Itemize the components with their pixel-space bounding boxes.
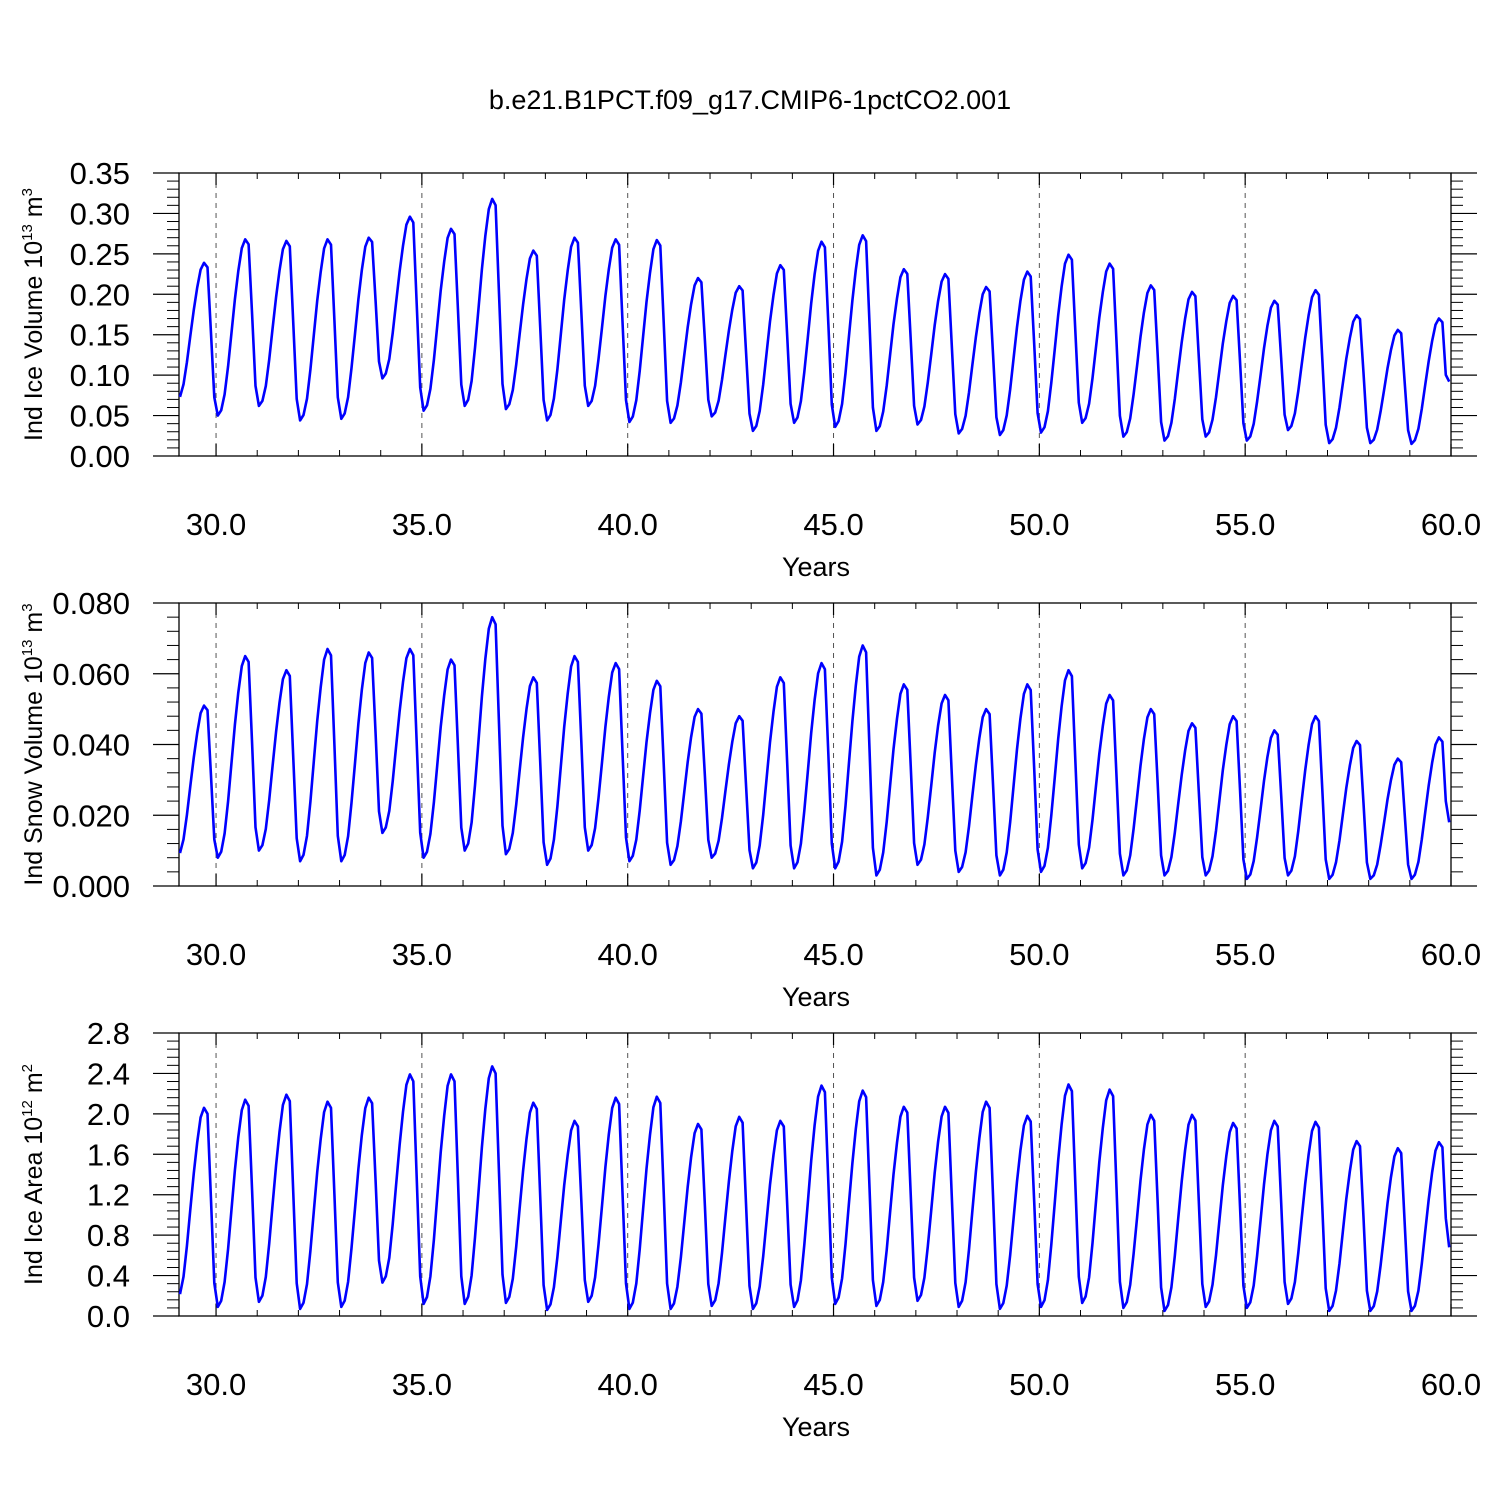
x-tick-label: 45.0 (803, 937, 863, 972)
x-tick-label: 35.0 (392, 507, 452, 542)
y-tick-label: 0.00 (70, 439, 130, 474)
x-tick-label: 30.0 (186, 1367, 246, 1402)
x-axis-label: Years (782, 1412, 850, 1442)
x-tick-label: 40.0 (598, 507, 658, 542)
y-tick-label: 0.05 (70, 399, 130, 434)
y-tick-label: 0.35 (70, 156, 130, 191)
x-tick-label: 30.0 (186, 507, 246, 542)
panel-1: 30.0 35.0 40.0 45.0 50.0 55.0 60.0 0.00 0.05 0.10… (19, 156, 1481, 582)
panel-3: 30.0 35.0 40.0 45.0 50.0 55.0 60.0 0.0 0.4 0.8 1.2… (19, 1016, 1481, 1442)
y-tick-label: 1.6 (87, 1137, 130, 1172)
y-tick-label: 0.30 (70, 196, 130, 231)
x-tick-label: 30.0 (186, 937, 246, 972)
x-tick-label: 35.0 (392, 1367, 452, 1402)
y-tick-label: 0.060 (52, 657, 130, 692)
x-tick-label: 60.0 (1421, 1367, 1481, 1402)
y-tick-label: 0.20 (70, 277, 130, 312)
y-tick-label: 1.2 (87, 1178, 130, 1213)
y-tick-label: 2.8 (87, 1016, 130, 1051)
y-tick-label: 0.25 (70, 237, 130, 272)
y-tick-label: 0.15 (70, 318, 130, 353)
plot-frame (178, 602, 1452, 887)
y-tick-label: 0.020 (52, 798, 130, 833)
y-axis-label: Ind Snow Volume 1013 m3 (19, 603, 48, 885)
x-tick-label: 40.0 (598, 1367, 658, 1402)
x-tick-label: 55.0 (1215, 937, 1275, 972)
y-tick-label: 0.000 (52, 869, 130, 904)
panels: 30.0 35.0 40.0 45.0 50.0 55.0 60.0 0.00 0.05 0.10… (19, 156, 1481, 1442)
y-tick-label: 0.0 (87, 1299, 130, 1334)
x-axis-label: Years (782, 982, 850, 1012)
x-tick-label: 55.0 (1215, 507, 1275, 542)
y-tick-label: 0.080 (52, 586, 130, 621)
series-line (178, 197, 1451, 446)
y-axis-label: Ind Ice Area 1012 m2 (19, 1064, 48, 1285)
y-tick-label: 2.4 (87, 1056, 130, 1091)
x-tick-label: 55.0 (1215, 1367, 1275, 1402)
x-axis-label: Years (782, 552, 850, 582)
x-tick-label: 60.0 (1421, 937, 1481, 972)
x-tick-label: 45.0 (803, 1367, 863, 1402)
y-axis-label: Ind Ice Volume 1013 m3 (19, 188, 48, 441)
figure-title: b.e21.B1PCT.f09_g17.CMIP6-1pctCO2.001 (489, 85, 1011, 115)
x-tick-label: 35.0 (392, 937, 452, 972)
x-tick-label: 60.0 (1421, 507, 1481, 542)
x-tick-label: 45.0 (803, 507, 863, 542)
x-tick-label: 50.0 (1009, 937, 1069, 972)
x-tick-label: 50.0 (1009, 1367, 1069, 1402)
y-tick-label: 0.4 (87, 1259, 130, 1294)
x-tick-label: 40.0 (598, 937, 658, 972)
plot-frame (178, 1032, 1452, 1317)
y-tick-label: 2.0 (87, 1097, 130, 1132)
series-line (178, 615, 1451, 881)
panel-2: 30.0 35.0 40.0 45.0 50.0 55.0 60.0 0.000 0.020 0.… (19, 586, 1481, 1012)
series-line (178, 1065, 1451, 1313)
y-tick-label: 0.040 (52, 728, 130, 763)
y-tick-label: 0.10 (70, 358, 130, 393)
y-tick-label: 0.8 (87, 1218, 130, 1253)
x-tick-label: 50.0 (1009, 507, 1069, 542)
plot-frame (178, 172, 1452, 457)
